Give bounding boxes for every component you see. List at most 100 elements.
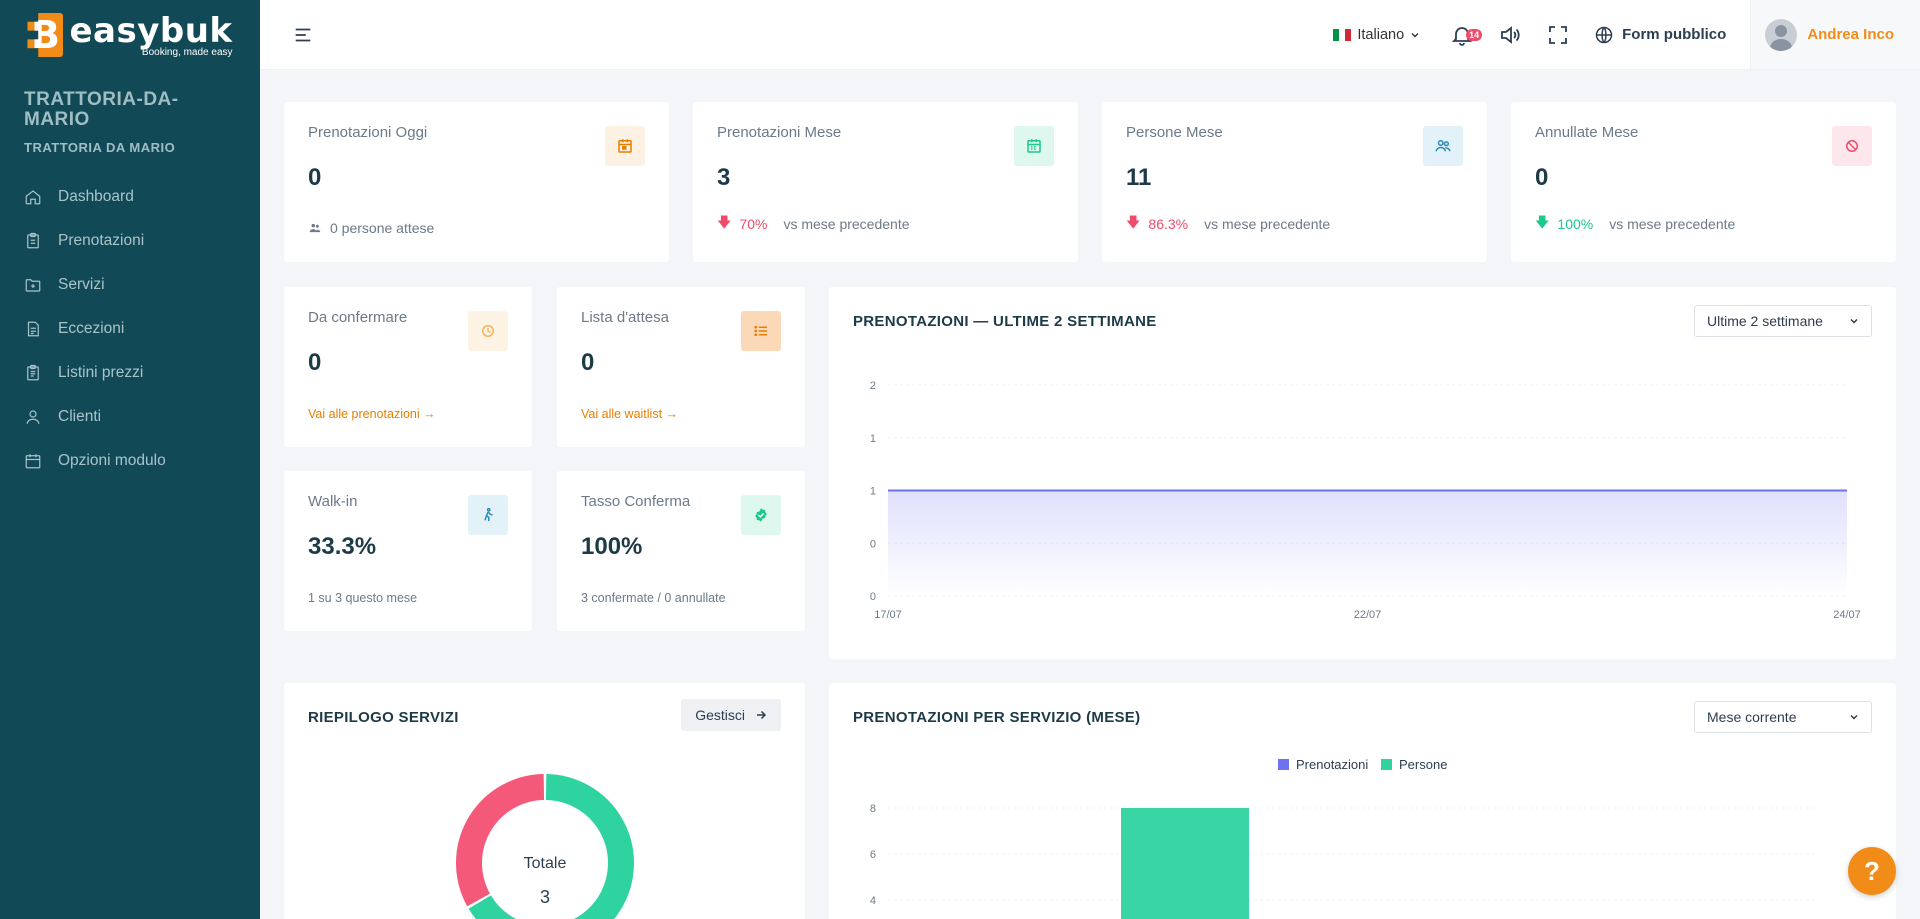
chevron-down-icon — [1850, 715, 1858, 720]
y-tick-label: 8 — [870, 803, 876, 815]
calendar-grid-icon — [1014, 126, 1054, 166]
chevron-down-icon — [1850, 319, 1858, 324]
italy-flag-icon — [1333, 28, 1352, 41]
sidebar-item-label: Prenotazioni — [58, 232, 145, 249]
brand-logo[interactable]: B easybuk Booking, made easy — [0, 0, 260, 70]
stat-foot: 0 persone attese — [308, 220, 434, 236]
donut-center-label: Totale — [524, 855, 567, 872]
menu-toggle-icon[interactable] — [292, 24, 314, 46]
ban-icon — [1832, 126, 1872, 166]
calendar-icon — [25, 454, 41, 469]
notification-count-badge: 14 — [1466, 28, 1483, 41]
pie-slice — [468, 774, 634, 919]
trend-down-icon: 🡇 — [717, 214, 732, 230]
month-select[interactable]: Mese corrente — [1694, 701, 1872, 733]
chart-title: PRENOTAZIONI — ULTIME 2 SETTIMANE — [853, 313, 1157, 330]
calendar-icon — [605, 126, 645, 166]
x-tick-label: 24/07 — [1833, 609, 1861, 621]
donut-chart: Totale 3 — [456, 774, 634, 919]
sidebar-item-label: Servizi — [58, 276, 105, 293]
folder-icon — [25, 279, 41, 292]
fullscreen-button[interactable] — [1546, 23, 1570, 47]
restaurant-name: TRATTORIA-DA-MARIO — [24, 89, 179, 130]
stat-label: Lista d'attesa — [581, 309, 669, 326]
trend-down-icon: 🡇 — [1126, 214, 1141, 230]
public-form-link[interactable]: Form pubblico — [1594, 25, 1726, 45]
stat-card-walkin: Walk-in 33.3% 1 su 3 questo mese — [284, 471, 532, 631]
sidebar: B easybuk Booking, made easy TRATTORIA-D… — [0, 0, 260, 919]
line-chart: 2 1 1 0 0 17/07 22/07 24/07 — [870, 380, 1861, 621]
clipboard-list-icon — [27, 364, 39, 381]
y-tick-label: 4 — [870, 895, 876, 907]
clock-icon — [468, 311, 508, 351]
y-tick-label: 2 — [870, 380, 876, 392]
stat-card-month: Prenotazioni Mese 3 🡇 70% vs mese preced… — [693, 102, 1078, 262]
stat-value: 0 — [308, 349, 322, 376]
help-button[interactable]: ? — [1848, 847, 1896, 895]
list-icon — [741, 311, 781, 351]
stat-value: 3 — [717, 164, 731, 191]
go-to-bookings-link[interactable]: Vai alle prenotazioni → — [308, 407, 436, 421]
notifications-button[interactable]: 14 — [1450, 23, 1483, 47]
chart-title: PRENOTAZIONI PER SERVIZIO (MESE) — [853, 709, 1141, 726]
bar — [1121, 808, 1249, 919]
sound-button[interactable] — [1498, 23, 1522, 47]
sidebar-item-clienti[interactable]: Clienti — [0, 395, 260, 439]
document-icon — [27, 321, 39, 337]
pie-slice — [456, 774, 545, 907]
stat-label: Tasso Conferma — [581, 493, 691, 510]
people-icon — [1423, 126, 1463, 166]
stat-value: 0 — [581, 349, 595, 376]
stat-label: Da confermare — [308, 309, 408, 326]
stat-card-confirm-rate: Tasso Conferma 100% 3 confermate / 0 ann… — [557, 471, 805, 631]
sidebar-item-opzioni-modulo[interactable]: Opzioni modulo — [0, 439, 260, 483]
user-name: Andrea Inco — [1807, 26, 1894, 43]
sidebar-nav: Dashboard Prenotazioni Servizi Eccezioni… — [0, 175, 260, 483]
services-summary-card: RIEPILOGO SERVIZI Gestisci Totale 3 — [284, 683, 805, 919]
sidebar-item-servizi[interactable]: Servizi — [0, 263, 260, 307]
y-tick-label: 0 — [870, 591, 876, 603]
series-area — [888, 490, 1847, 596]
trend-down-icon: 🡇 — [1535, 214, 1550, 230]
stat-value: 0 — [1535, 164, 1549, 191]
home-icon — [25, 190, 41, 205]
stat-foot-text: vs mese precedente — [783, 216, 910, 232]
bookings-by-service-card: PRENOTAZIONI PER SERVIZIO (MESE) Mese co… — [829, 683, 1896, 919]
avatar — [1765, 18, 1798, 51]
sidebar-item-label: Eccezioni — [58, 320, 125, 337]
topbar: Italiano 14 Form pubblico Andrea Inco — [260, 0, 1920, 70]
sidebar-item-dashboard[interactable]: Dashboard — [0, 175, 260, 219]
y-tick-label: 6 — [870, 849, 876, 861]
stat-label: Walk-in — [308, 493, 358, 510]
sidebar-item-eccezioni[interactable]: Eccezioni — [0, 307, 260, 351]
manage-services-button[interactable]: Gestisci — [681, 699, 781, 731]
sidebar-item-listini-prezzi[interactable]: Listini prezzi — [0, 351, 260, 395]
brand-tagline: Booking, made easy — [141, 46, 233, 58]
user-menu[interactable]: Andrea Inco — [1750, 0, 1920, 69]
legend-label: Persone — [1399, 757, 1447, 772]
stat-foot-text: 3 confermate / 0 annullate — [581, 591, 726, 605]
public-form-label: Form pubblico — [1622, 26, 1727, 43]
stat-value: 11 — [1126, 164, 1152, 191]
stat-value: 0 — [308, 164, 322, 191]
stat-foot-text: vs mese precedente — [1609, 216, 1736, 232]
sidebar-item-prenotazioni[interactable]: Prenotazioni — [0, 219, 260, 263]
sidebar-item-label: Opzioni modulo — [58, 452, 166, 469]
language-label: Italiano — [1357, 26, 1405, 43]
stat-value: 100% — [581, 533, 643, 560]
stat-foot-text: 1 su 3 questo mese — [308, 591, 418, 605]
stat-card-cancelled: Annullate Mese 0 🡇 100% vs mese preceden… — [1511, 102, 1896, 262]
go-to-waitlist-link[interactable]: Vai alle waitlist → — [581, 407, 679, 421]
sidebar-item-label: Clienti — [58, 408, 102, 425]
stat-trend: 100% — [1557, 216, 1594, 232]
x-tick-label: 17/07 — [874, 609, 902, 621]
restaurant-subtitle: TRATTORIA DA MARIO — [24, 140, 176, 155]
walking-icon — [468, 495, 508, 535]
bookings-2-weeks-card: PRENOTAZIONI — ULTIME 2 SETTIMANE Ultime… — [829, 287, 1896, 659]
y-tick-label: 0 — [870, 538, 876, 550]
period-select[interactable]: Ultime 2 settimane — [1694, 305, 1872, 337]
language-selector[interactable]: Italiano — [1333, 27, 1420, 43]
stat-trend: 70% — [739, 216, 768, 232]
x-tick-label: 22/07 — [1354, 609, 1382, 621]
globe-icon — [1595, 26, 1613, 43]
